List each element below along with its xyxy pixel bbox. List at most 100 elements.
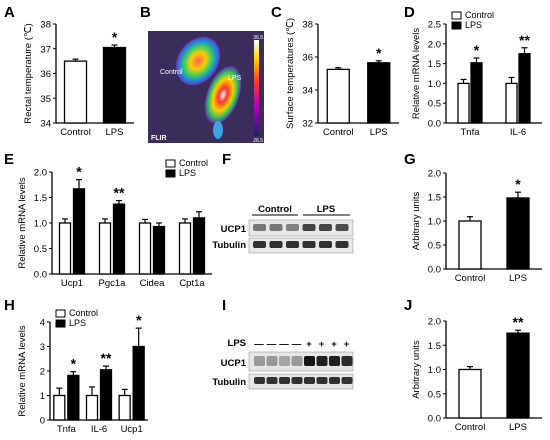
blot-f-band-ucp1 [286,224,299,231]
blot-i-marker: — [279,339,289,350]
blot-i-band-ucp1 [266,356,278,366]
panel-letter-j: J [404,297,412,314]
blot-i-row-ucp1: UCP1 [221,358,247,369]
blot-f-band-ucp1 [319,224,332,231]
chart-d-bar [518,53,531,124]
blot-i-band-tubulin [291,377,303,384]
chart-j-category-label: LPS [509,422,527,433]
blot-i-band-ucp1 [254,356,265,366]
chart-d-bar [457,82,470,124]
chart-g-ytick-label: 0.5 [428,241,441,252]
chart-e-legend-label: LPS [179,168,196,178]
chart-g-ytick-label: 0.0 [428,265,441,276]
chart-e-bar [98,222,112,275]
chart-e-ytick-label: 1.0 [34,219,47,230]
chart-e-ytick-label: 1.5 [34,193,47,204]
blot-f-row-ucp1: UCP1 [221,224,247,235]
chart-g-ytick-label: 1.5 [428,193,441,204]
chart-c-bar [367,62,391,124]
chart-j-ylabel: Arbitrary units [411,340,422,399]
chart-e-ylabel: Relative mRNA levels [17,177,28,269]
scale-min-label: 26.5 [253,138,263,144]
chart-e-bar [72,188,86,275]
chart-e-bar [192,217,206,275]
blot-f-band-ucp1 [269,224,283,231]
chart-a: 34 35 36 37 38 Rectal temperature (℃) Control L… [23,20,134,138]
chart-c-ytick-label: 32 [302,119,313,130]
chart-a-bar [102,46,127,124]
panel-letter-f: F [222,151,231,168]
chart-c-significance: * [376,45,382,61]
thermal-label-lps: LPS [228,75,242,82]
blot-i-band-ucp1 [329,356,340,366]
chart-h-bar [53,394,66,421]
chart-h-category-label: Tnfa [57,424,77,435]
blot-f-band-ucp1 [335,224,349,231]
blot-i-band-ucp1 [291,356,303,366]
blot-f-band-tubulin [319,241,332,248]
blot-i-band-tubulin [254,377,265,384]
chart-a-significance: * [112,29,118,45]
chart-h: 0 1 2 3 4 Relative mRNA levels Tnfa * IL-6 ** Ucp1… [17,308,148,435]
chart-h-bar [67,374,80,421]
chart-d-bar [470,62,483,124]
chart-h-legend-swatch [55,319,66,328]
thermal-mouse-lps [204,66,242,124]
chart-g-ylabel: Arbitrary units [411,191,422,250]
chart-h-legend-label: Control [69,308,98,318]
chart-j-bar [458,368,482,419]
chart-c-category-label: Control [323,127,354,138]
chart-h-ytick-label: 3 [40,342,45,353]
chart-e-category-label: Pgc1a [99,278,127,289]
chart-a-ytick-label: 37 [40,44,51,55]
chart-e-legend-swatch [165,169,176,178]
chart-j-category-label: Control [455,422,486,433]
chart-c-category-label: LPS [370,127,388,138]
chart-e-bar [112,203,126,275]
thermal-image: Control LPS FLIR 36.5 26.5 [148,31,264,144]
chart-h-bar [118,394,131,421]
blot-i-marker: — [292,339,302,350]
chart-d: 0.0 0.5 1.0 1.5 2.0 2.5 Relative mRNA levels Tn… [411,10,542,138]
blot-f-band-tubulin [269,241,283,248]
chart-g-category-label: Control [455,273,486,284]
chart-g-significance: * [515,176,521,192]
chart-d-ylabel: Relative mRNA levels [411,28,422,120]
panel-letter-a: A [4,4,15,21]
chart-a-category-label: LPS [106,127,124,138]
chart-a-ytick-label: 36 [40,69,51,80]
blot-i-row-tubulin: Tubulin [212,377,246,388]
blot-i-bands [254,356,353,384]
blot-f: Control LPS UCP1 Tubulin [212,204,354,254]
chart-h-ytick-label: 0 [40,416,45,427]
blot-i-band-ucp1 [341,356,353,366]
chart-e-legend-swatch [165,159,176,168]
panel-letter-d: D [404,4,415,21]
chart-h-category-label: Ucp1 [121,424,143,435]
chart-h-ytick-label: 2 [40,367,45,378]
chart-h-ytick-label: 4 [40,318,45,329]
blot-f-band-tubulin [335,241,349,248]
chart-h-bar [132,345,145,421]
chart-g-ytick-label: 2.0 [428,169,441,180]
scale-max-label: 36.5 [253,35,263,41]
chart-h-significance: ** [101,350,112,366]
thermal-scale-bar [254,40,259,136]
chart-h-legend-label: LPS [69,318,86,328]
blot-i-band-ucp1 [304,356,315,366]
thermal-tail [213,121,223,139]
chart-e: 0.0 0.5 1.0 1.5 2.0 Relative mRNA levels Ucp1 *… [17,158,212,289]
panel-letter-b: B [140,4,151,21]
chart-c-ytick-label: 36 [302,53,313,64]
blot-i-marker: — [267,339,277,350]
blot-i-band-tubulin [304,377,315,384]
chart-c-ytick-label: 38 [302,20,313,31]
chart-d-ytick-label: 0.5 [428,99,441,110]
chart-c: 32 34 36 38 Surface temperatures (℃) Control L… [285,18,399,138]
chart-d-legend-label: LPS [465,20,482,30]
chart-d-ytick-label: 1.0 [428,79,441,90]
blot-i-marker: + [331,339,337,350]
chart-a-ylabel: Rectal temperature (℃) [23,23,34,123]
chart-d-ytick-label: 0.0 [428,119,441,130]
blot-f-band-tubulin [302,241,316,248]
